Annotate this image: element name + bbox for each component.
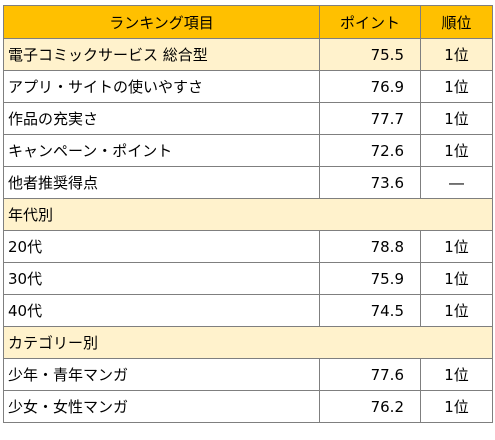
table-row: アプリ・サイトの使いやすさ 76.9 1位	[3, 70, 493, 103]
table-row: 少年・青年マンガ 77.6 1位	[3, 358, 493, 391]
row-points: 73.6	[319, 166, 421, 199]
row-label: 作品の充実さ	[3, 102, 320, 135]
row-points: 75.9	[319, 262, 421, 295]
section-header-category: カテゴリー別	[3, 326, 493, 359]
row-rank: 1位	[420, 230, 493, 263]
row-rank: 1位	[420, 38, 493, 71]
table-row: 他者推奨得点 73.6 ―	[3, 166, 493, 199]
table-row: 40代 74.5 1位	[3, 294, 493, 327]
row-label: キャンペーン・ポイント	[3, 134, 320, 167]
row-label: アプリ・サイトの使いやすさ	[3, 70, 320, 103]
table-row: キャンペーン・ポイント 72.6 1位	[3, 134, 493, 167]
ranking-table-container: ランキング項目 ポイント 順位 電子コミックサービス 総合型 75.5 1位 ア…	[3, 5, 493, 423]
header-rank: 順位	[420, 5, 493, 39]
ranking-table: ランキング項目 ポイント 順位 電子コミックサービス 総合型 75.5 1位 ア…	[3, 5, 493, 423]
row-label: 30代	[3, 262, 320, 295]
table-row: 20代 78.8 1位	[3, 230, 493, 263]
row-points: 76.9	[319, 70, 421, 103]
row-points: 72.6	[319, 134, 421, 167]
header-points: ポイント	[319, 5, 421, 39]
row-label: 電子コミックサービス 総合型	[3, 38, 320, 71]
row-points: 77.7	[319, 102, 421, 135]
row-points: 78.8	[319, 230, 421, 263]
row-rank: 1位	[420, 70, 493, 103]
table-header-row: ランキング項目 ポイント 順位	[3, 5, 493, 39]
section-title: カテゴリー別	[3, 326, 493, 359]
table-row-overall: 電子コミックサービス 総合型 75.5 1位	[3, 38, 493, 71]
row-label: 少年・青年マンガ	[3, 358, 320, 391]
row-points: 74.5	[319, 294, 421, 327]
row-rank: 1位	[420, 262, 493, 295]
row-rank: 1位	[420, 390, 493, 423]
row-rank: 1位	[420, 358, 493, 391]
row-label: 他者推奨得点	[3, 166, 320, 199]
row-label: 少女・女性マンガ	[3, 390, 320, 423]
row-rank: ―	[420, 166, 493, 199]
row-points: 76.2	[319, 390, 421, 423]
table-row: 少女・女性マンガ 76.2 1位	[3, 390, 493, 423]
row-points: 77.6	[319, 358, 421, 391]
row-rank: 1位	[420, 102, 493, 135]
row-rank: 1位	[420, 134, 493, 167]
row-label: 40代	[3, 294, 320, 327]
section-header-age: 年代別	[3, 198, 493, 231]
row-rank: 1位	[420, 294, 493, 327]
row-points: 75.5	[319, 38, 421, 71]
row-label: 20代	[3, 230, 320, 263]
section-title: 年代別	[3, 198, 493, 231]
table-row: 作品の充実さ 77.7 1位	[3, 102, 493, 135]
table-row: 30代 75.9 1位	[3, 262, 493, 295]
header-item: ランキング項目	[3, 5, 320, 39]
